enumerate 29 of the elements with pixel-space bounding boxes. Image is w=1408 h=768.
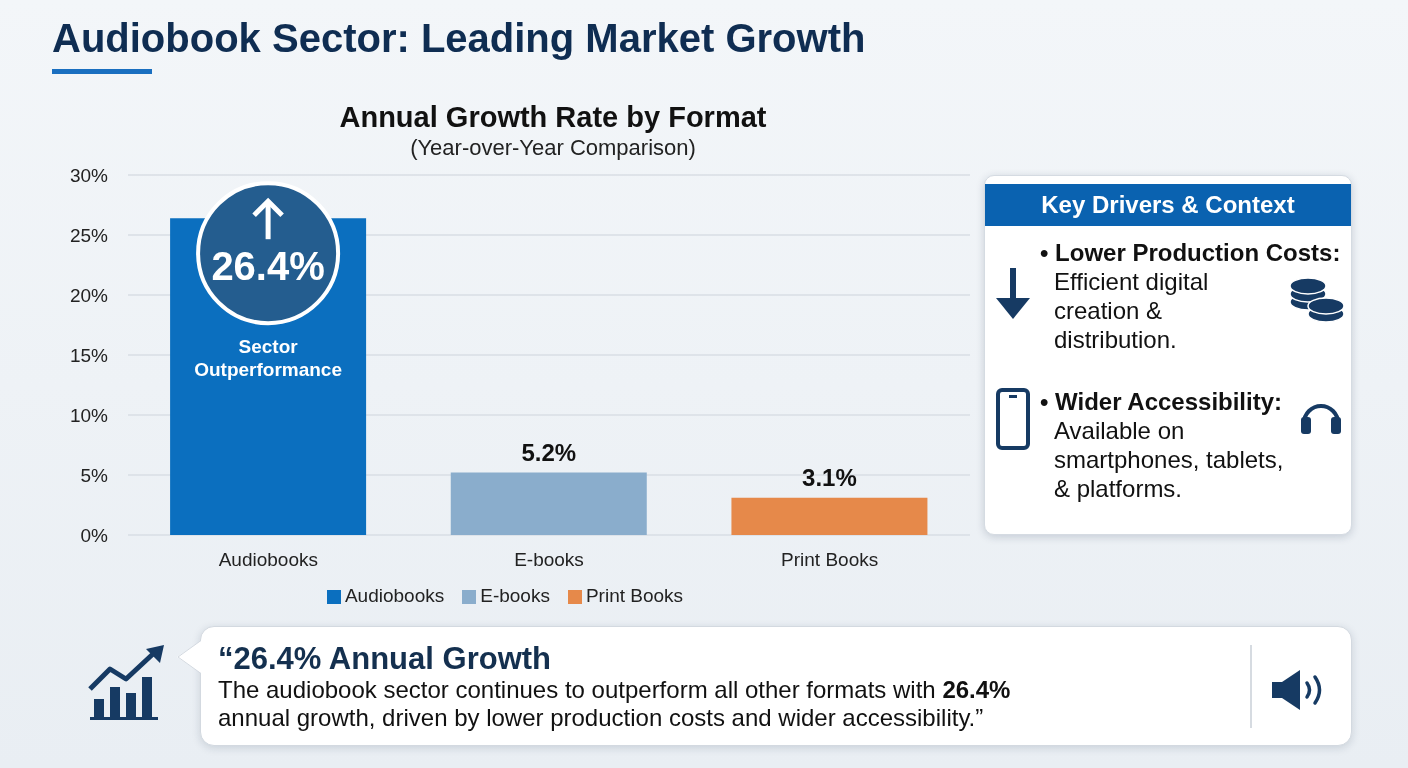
x-tick-label: E-books xyxy=(514,549,584,571)
x-tick-label: Print Books xyxy=(781,549,879,571)
text: The audiobook sector continues to outperform all other formats with xyxy=(218,676,936,703)
data-label: 5.2% xyxy=(521,438,577,466)
y-tick-label: 10% xyxy=(69,404,109,426)
data-label: 26.4% xyxy=(211,244,325,289)
text: • Lower Production Costs: xyxy=(1040,239,1341,266)
legend-label: Audiobooks xyxy=(344,585,445,606)
text: Audiobook Sector: Leading Market Growth xyxy=(52,15,866,62)
y-tick-label: 0% xyxy=(80,524,109,546)
text: • Wider Accessibility: xyxy=(1040,388,1283,415)
text: Key Drivers & Context xyxy=(985,184,1351,226)
annotation: Sector Outperformance xyxy=(194,336,343,381)
text: Efficient digital creation & distribution. xyxy=(1054,268,1209,353)
y-tick-label: 30% xyxy=(69,164,109,186)
y-tick-label: 15% xyxy=(69,344,109,366)
text: Available on smartphones, tablets, & platforms. xyxy=(1054,417,1284,502)
text: annual growth, driven by lower production costs and wider accessibility.” xyxy=(218,704,984,731)
text: “26.4% Annual Growth xyxy=(218,641,552,677)
legend-label: Print Books xyxy=(585,585,684,606)
chart-title: Annual Growth Rate by Format xyxy=(338,100,768,134)
legend-label: E-books xyxy=(480,585,550,606)
text: 26.4% xyxy=(942,676,1011,703)
x-tick-label: Audiobooks xyxy=(218,549,318,571)
y-tick-label: 25% xyxy=(69,224,109,246)
y-tick-label: 20% xyxy=(69,284,109,306)
data-label: 3.1% xyxy=(802,463,857,491)
chart-subtitle: (Year-over-Year Comparison) xyxy=(409,135,697,161)
y-tick-label: 5% xyxy=(80,464,109,486)
